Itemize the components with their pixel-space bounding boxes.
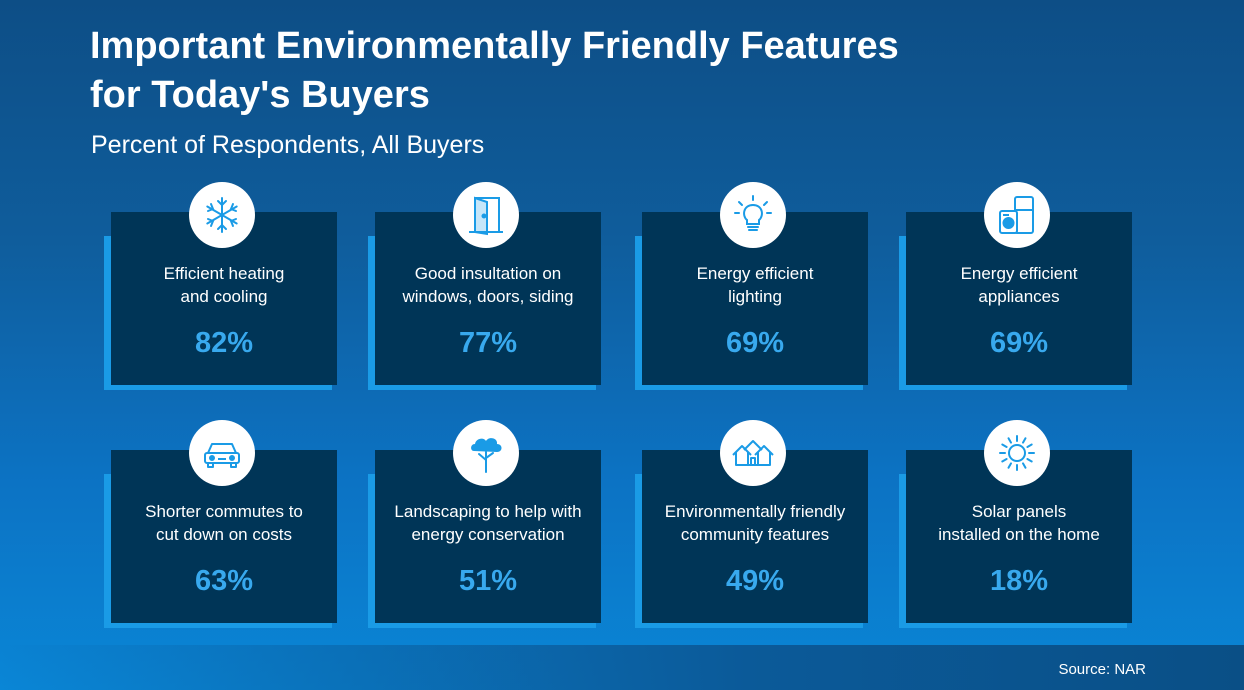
feature-percentage: 69% <box>725 327 785 359</box>
feature-percentage: 18% <box>989 565 1049 597</box>
feature-percentage: 63% <box>194 565 254 597</box>
door-icon <box>453 182 519 248</box>
card-body: Landscaping to help with energy conservat… <box>375 450 601 623</box>
snowflake-icon <box>189 182 255 248</box>
feature-percentage: 82% <box>194 327 254 359</box>
source-note: Source: NAR <box>1058 661 1146 678</box>
feature-percentage: 77% <box>458 327 518 359</box>
feature-card: Efficient heating and cooling 82% <box>104 182 344 390</box>
footer-bar <box>0 645 1244 690</box>
lightbulb-icon <box>720 182 786 248</box>
tree-icon <box>453 420 519 486</box>
car-icon <box>189 420 255 486</box>
feature-card: Landscaping to help with energy conservat… <box>368 420 608 628</box>
feature-card: Energy efficient appliances 69% <box>899 182 1139 390</box>
feature-label: Good insultation on windows, doors, sidin… <box>402 264 574 306</box>
houses-icon <box>720 420 786 486</box>
feature-label: Efficient heating and cooling <box>163 264 285 306</box>
feature-percentage: 51% <box>458 565 518 597</box>
feature-label: Solar panels installed on the home <box>938 502 1100 544</box>
chart-title: Important Environmentally Friendly Featu… <box>90 25 899 116</box>
feature-label: Environmentally friendly community featur… <box>664 502 846 544</box>
feature-label: Landscaping to help with energy conservat… <box>394 502 582 544</box>
feature-card: Energy efficient lighting 69% <box>635 182 875 390</box>
feature-card: Environmentally friendly community featur… <box>635 420 875 628</box>
appliances-icon <box>984 182 1050 248</box>
feature-label: Energy efficient appliances <box>960 264 1078 306</box>
feature-card: Good insultation on windows, doors, sidin… <box>368 182 608 390</box>
feature-percentage: 69% <box>989 327 1049 359</box>
feature-percentage: 49% <box>725 565 785 597</box>
sun-icon <box>984 420 1050 486</box>
chart-subtitle: Percent of Respondents, All Buyers <box>91 131 485 159</box>
feature-card: Shorter commutes to cut down on costs 63% <box>104 420 344 628</box>
feature-card: Solar panels installed on the home 18% <box>899 420 1139 628</box>
card-body: Shorter commutes to cut down on costs 63% <box>111 450 337 623</box>
feature-label: Energy efficient lighting <box>696 264 814 306</box>
feature-label: Shorter commutes to cut down on costs <box>145 502 303 544</box>
